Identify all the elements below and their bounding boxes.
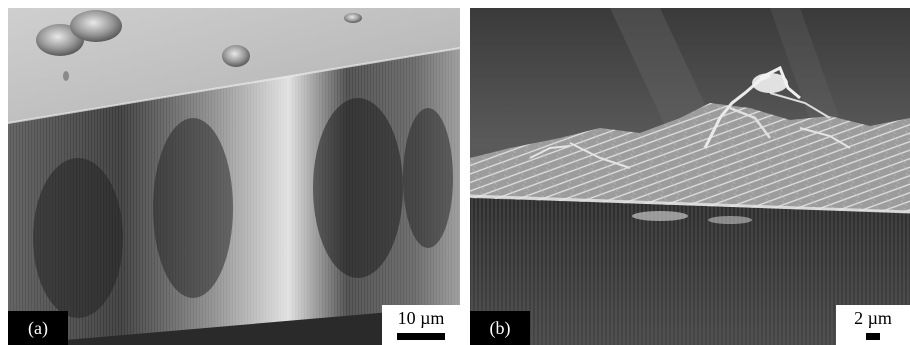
scale-bar-a: 10 µm <box>382 305 460 345</box>
scale-bar-text-a: 10 µm <box>397 308 445 328</box>
scale-bar-b: 2 µm <box>836 305 910 345</box>
scale-bar-text-b: 2 µm <box>854 308 892 328</box>
panel-label-a: (a) <box>8 311 68 345</box>
sem-panel-a: (a) 10 µm <box>8 8 460 345</box>
sem-image-a <box>8 8 460 345</box>
sem-panel-b: (b) 2 µm <box>470 8 910 345</box>
panel-label-b: (b) <box>470 311 530 345</box>
sem-image-b <box>470 8 910 345</box>
scale-bar-line-a <box>397 333 445 340</box>
scale-bar-line-b <box>866 333 880 340</box>
